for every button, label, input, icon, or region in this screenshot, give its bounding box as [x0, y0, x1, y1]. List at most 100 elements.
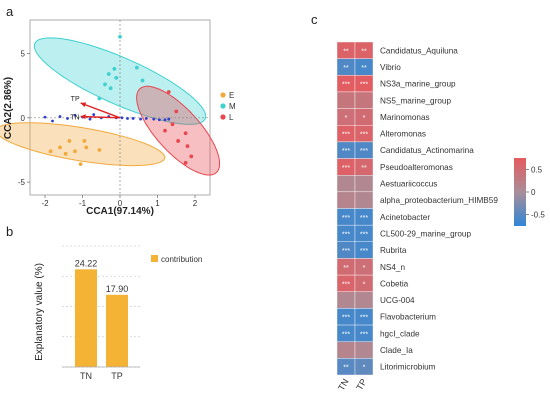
row-label: Acinetobacter [380, 213, 430, 222]
bar-category-label-TP: TP [111, 371, 123, 381]
sample-point-E [82, 139, 87, 143]
row-label: Rubrita [380, 246, 407, 255]
species-point [131, 117, 135, 120]
row-label: UCG-004 [380, 296, 415, 305]
row-label: Vibrio [380, 63, 401, 72]
sample-point-M [97, 96, 102, 101]
row-label: alpha_proteobacterium_HIMB59 [380, 196, 498, 205]
heatmap-cell [336, 291, 356, 309]
row-label: Cobetia [380, 279, 409, 288]
y-tick-label: 0 [21, 114, 26, 123]
bar-category-labels: TN TP [80, 371, 123, 381]
ellipse-L [136, 85, 221, 176]
arrowhead-TP [80, 102, 87, 108]
legend-label-contribution: contribution [161, 255, 202, 264]
significance-stars: *** [360, 148, 368, 155]
heatmap-cells: ** **** ***** **** **** ****** ****** ***** ****… [336, 41, 374, 376]
panel-label-c: c [311, 12, 318, 27]
significance-stars: *** [342, 315, 350, 322]
row-label: Aestuariicoccus [380, 180, 437, 189]
bar-series: 24.22 17.90 [75, 258, 129, 367]
sample-point-M [108, 86, 113, 91]
contribution-panel: 24.22 17.90 TN TP Explanatory value (%) co… [34, 245, 202, 381]
species-point [152, 117, 156, 121]
significance-stars: *** [360, 132, 368, 139]
species-point [167, 117, 171, 121]
colorbar-gradient [514, 158, 526, 226]
sample-point-L [174, 109, 179, 114]
significance-stars: *** [342, 215, 350, 222]
cca-x-axis-label: CCA1(97.14%) [86, 206, 154, 217]
ellipse-E [0, 122, 166, 167]
heatmap-cell [354, 358, 374, 376]
x-tick-label: -2 [41, 199, 49, 208]
legend-marker-E [220, 92, 226, 98]
bar-y-axis-label: Explanatory value (%) [34, 263, 45, 361]
significance-stars: *** [360, 82, 368, 89]
row-label: hgcI_clade [380, 329, 420, 338]
cca-panel: TP TN -2 -1 0 1 2 -5 0 5 CCA1(97.14%) CCA2(2.86%… [0, 19, 236, 217]
species-point [58, 115, 62, 118]
species-point [92, 113, 96, 116]
sample-point-L [170, 122, 175, 127]
bar-TP [106, 294, 128, 367]
sample-point-E [73, 149, 77, 154]
sample-point-E [84, 145, 89, 150]
heatmap-panel: ** **** ***** **** **** ****** ****** ***** ****… [336, 41, 545, 392]
legend-marker-contribution [151, 255, 158, 262]
significance-stars: *** [342, 82, 350, 89]
cca-y-axis-label: CCA2(2.86%) [3, 77, 14, 139]
heatmap-cell [354, 174, 374, 193]
arrow-label-TN: TN [70, 115, 79, 122]
row-label: Marinomonas [380, 113, 430, 122]
species-point [51, 119, 54, 123]
significance-stars: *** [342, 331, 350, 338]
heatmap-cell [336, 341, 356, 359]
sample-point-L [163, 128, 167, 133]
row-label: CL500-29_marine_group [380, 229, 471, 238]
cca-sample-points [48, 34, 194, 167]
sample-point-E [67, 139, 72, 143]
significance-stars: ** [361, 165, 367, 172]
sample-point-M [106, 72, 111, 76]
significance-stars: ** [361, 65, 367, 72]
row-label: Alteromonas [380, 130, 426, 139]
heatmap-cell [336, 191, 356, 209]
sample-point-L [183, 160, 188, 165]
significance-stars: *** [342, 231, 350, 238]
significance-stars: * [363, 115, 366, 122]
bar-value-label-TP: 17.90 [106, 284, 129, 294]
sample-point-E [63, 151, 68, 156]
significance-stars: ** [343, 365, 349, 372]
significance-stars: ** [361, 48, 367, 55]
arrow-label-TP: TP [71, 96, 80, 103]
species-point [126, 117, 129, 120]
sample-point-E [97, 148, 102, 152]
significance-stars: *** [360, 248, 368, 255]
cca-species-points [43, 113, 171, 123]
column-label-TN: TN [336, 377, 351, 392]
sample-point-M [118, 34, 122, 39]
significance-stars: ** [343, 265, 349, 272]
row-label: Candidatus_Actinomarina [380, 146, 474, 155]
legend-marker-L [220, 114, 226, 120]
significance-stars: * [363, 265, 366, 272]
significance-stars: * [363, 281, 366, 288]
significance-stars: *** [360, 231, 368, 238]
significance-stars: *** [342, 248, 350, 255]
colorbar-tick-label: 0.5 [531, 165, 543, 174]
x-tick-label: -1 [79, 199, 87, 208]
heatmap-cell [336, 174, 356, 193]
species-point [144, 117, 148, 120]
sample-point-M [114, 76, 119, 80]
colorbar-tick-label: -0.5 [531, 211, 545, 220]
significance-stars: *** [342, 148, 350, 155]
heatmap-cell [354, 91, 374, 109]
sample-point-M [134, 65, 139, 70]
row-label: NS4_n [380, 263, 405, 272]
x-tick-label: 0 [118, 199, 123, 208]
legend-label-E: E [229, 91, 234, 100]
bar-TN [75, 269, 97, 367]
cca-arrows: TP TN [70, 96, 121, 122]
